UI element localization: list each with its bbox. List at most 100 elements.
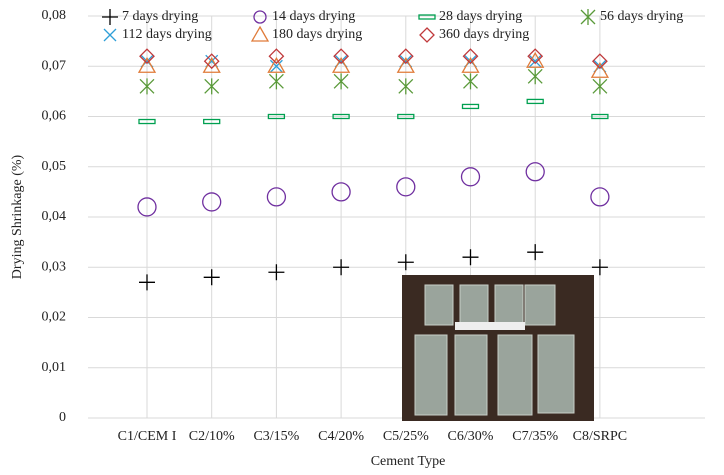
legend-label: 180 days drying	[272, 27, 362, 42]
marker	[139, 48, 155, 65]
photo-slab	[459, 284, 489, 326]
marker	[138, 118, 156, 125]
y-tick-label: 0,01	[42, 360, 67, 375]
y-tick-label: 0,08	[42, 8, 67, 23]
legend-label: 360 days drying	[439, 27, 529, 42]
legend-marker	[103, 28, 117, 42]
marker	[396, 56, 415, 73]
legend-marker	[102, 9, 118, 25]
y-tick-label: 0,05	[42, 159, 67, 174]
photo-inset	[402, 275, 594, 421]
photo-slab	[497, 334, 533, 416]
x-axis-title: Cement Type	[371, 454, 446, 469]
marker	[137, 197, 157, 217]
x-tick-label: C2/10%	[189, 429, 235, 444]
y-tick-label: 0,02	[42, 310, 67, 325]
legend-marker	[580, 9, 596, 25]
photo-slab	[537, 334, 575, 414]
photo-slab	[414, 334, 448, 416]
marker	[333, 73, 349, 90]
series	[139, 48, 608, 70]
legend-label: 56 days drying	[600, 9, 683, 24]
legend-marker	[419, 27, 435, 43]
marker	[269, 59, 283, 73]
photo-slab	[454, 334, 488, 416]
x-tick-label: C4/20%	[318, 429, 364, 444]
marker	[397, 254, 414, 271]
series	[138, 98, 609, 125]
marker	[460, 167, 481, 187]
marker	[590, 61, 610, 78]
legend-marker	[418, 14, 436, 20]
series	[137, 51, 610, 78]
x-tick-label: C3/15%	[253, 429, 299, 444]
marker	[333, 48, 350, 65]
marker	[203, 269, 220, 286]
marker	[268, 73, 284, 90]
marker	[462, 249, 479, 266]
legend-label: 14 days drying	[272, 9, 355, 24]
photo-slab	[524, 284, 556, 326]
series	[140, 54, 607, 73]
series	[137, 162, 610, 217]
marker	[137, 56, 157, 73]
marker	[398, 78, 414, 95]
y-tick-label: 0	[59, 410, 66, 425]
marker	[590, 187, 610, 207]
legend-marker	[253, 10, 267, 24]
photo-slab	[494, 284, 524, 326]
y-tick-label: 0,04	[42, 209, 67, 224]
legend-label: 7 days drying	[122, 9, 198, 24]
marker	[527, 68, 543, 85]
x-tick-label: C1/CEM I	[118, 429, 177, 444]
marker	[268, 48, 285, 65]
marker	[202, 56, 221, 73]
marker	[204, 78, 220, 95]
marker	[333, 259, 350, 276]
marker	[268, 264, 285, 281]
marker	[591, 259, 608, 276]
marker	[396, 177, 416, 197]
y-axis-title: Drying Shrinkage (%)	[10, 154, 25, 279]
x-tick-label: C8/SRPC	[573, 429, 627, 444]
series	[139, 244, 608, 291]
marker	[527, 48, 544, 65]
marker	[331, 182, 351, 202]
grid	[88, 15, 705, 419]
photo-slab	[424, 284, 454, 326]
y-tick-label: 0,03	[42, 259, 67, 274]
marker	[397, 113, 415, 120]
series	[139, 68, 608, 95]
marker	[202, 192, 222, 212]
photo-ruler	[455, 322, 525, 330]
y-tick-label: 0,07	[42, 58, 67, 73]
marker	[267, 113, 286, 120]
marker	[266, 187, 287, 207]
legend-label: 28 days drying	[439, 9, 522, 24]
legend-label: 112 days drying	[122, 27, 212, 42]
marker	[203, 118, 221, 125]
marker	[527, 244, 544, 261]
marker	[332, 113, 350, 120]
marker	[592, 78, 608, 95]
marker	[462, 48, 479, 65]
marker	[526, 98, 544, 105]
marker	[463, 73, 478, 90]
marker	[139, 78, 155, 95]
marker	[591, 53, 608, 70]
x-tick-label: C7/35%	[512, 429, 558, 444]
legend-marker	[250, 25, 270, 42]
y-tick-label: 0,06	[42, 109, 67, 124]
marker	[267, 56, 286, 73]
x-tick-label: C5/25%	[383, 429, 429, 444]
marker	[591, 113, 609, 120]
marker	[461, 103, 480, 110]
marker	[525, 162, 545, 182]
marker	[139, 274, 155, 291]
marker	[461, 56, 480, 73]
marker	[331, 56, 351, 73]
x-tick-label: C6/30%	[448, 429, 494, 444]
marker	[526, 51, 545, 68]
marker	[203, 53, 220, 70]
